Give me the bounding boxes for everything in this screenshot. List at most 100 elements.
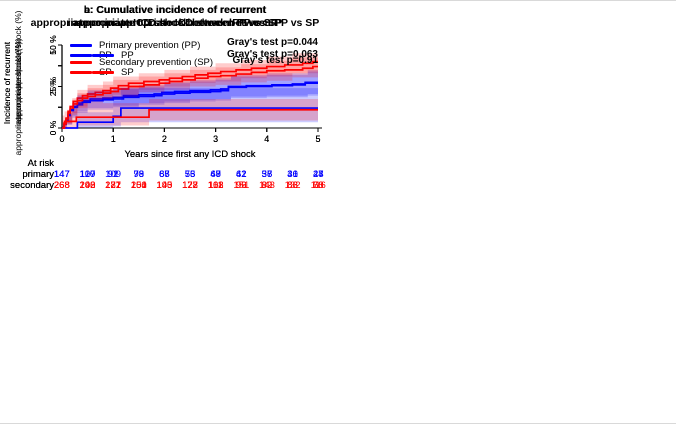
at-risk-row-label: primary	[22, 169, 54, 180]
legend-label-sp: Secondary prevention (SP)	[99, 57, 214, 68]
at-risk-count: 99	[236, 180, 247, 191]
x-tick-label: 5	[315, 134, 320, 144]
at-risk-count: 27	[312, 169, 324, 180]
panel-title-line1: b: Cumulative incidence of recurrent	[83, 4, 267, 16]
at-risk-count: 177	[105, 180, 122, 191]
at-risk-counts-primary: 147 127 109 93 85 73 67 62 56 46 44	[49, 169, 331, 180]
at-risk-count: 30	[287, 169, 298, 180]
at-risk-count: 145	[156, 180, 173, 191]
at-risk-counts-secondary: 268 198 177 150 140 122 108 96 89 83 68	[49, 180, 331, 191]
at-risk-row-secondary: secondary 268 198 177 150 140 122 108 96 89 83 68	[0, 180, 338, 191]
y-tick-label: 0 %	[48, 120, 58, 135]
at-risk-count: 37	[261, 169, 273, 180]
at-risk-count: 85	[159, 169, 170, 180]
at-risk-row-label: primary	[22, 169, 54, 180]
y-tick-label: 0 %	[48, 120, 58, 135]
at-risk-row-primary: primary 147 109 91 78 67 55 48 41 37 30 27	[0, 169, 338, 180]
at-risk-count: 222	[105, 180, 122, 191]
at-risk-count: 108	[207, 180, 224, 191]
at-risk-count: 193	[156, 180, 173, 191]
at-risk-count: 109	[105, 169, 122, 180]
at-risk-count: 147	[53, 169, 70, 180]
gray-test-pvalue: Gray's test p=0.063	[226, 49, 318, 60]
x-tick-label: 0	[59, 134, 64, 144]
y-axis-label-line2: inappropriate shock (%)	[13, 38, 24, 128]
at-risk-count: 116	[310, 180, 326, 191]
at-risk-count: 70	[312, 180, 324, 191]
x-tick-label: 4	[264, 134, 269, 144]
sp-curve	[62, 108, 318, 129]
cumulative-incidence-plot: 0 % 5 % 10 % 0 1 2 3 4 5	[48, 35, 322, 144]
at-risk-header: At risk	[27, 158, 54, 169]
y-axis-label: Incidence of recurrent inappropriate sho…	[2, 8, 26, 158]
pp-line-swatch	[92, 54, 114, 57]
at-risk-count: 67	[159, 169, 170, 180]
at-risk-count: 147	[53, 169, 70, 180]
y-tick-label: 0 %	[48, 120, 58, 135]
y-tick-label: 25 %	[48, 76, 58, 96]
x-tick-label: 4	[264, 134, 269, 144]
at-risk-count: 240	[79, 180, 96, 191]
at-risk-count: 56	[261, 169, 273, 180]
at-risk-count: 127	[79, 169, 96, 180]
at-risk-count: 46	[287, 169, 298, 180]
x-tick-label: 2	[162, 134, 167, 144]
x-tick-label: 5	[315, 134, 320, 144]
at-risk-count: 109	[79, 169, 96, 180]
x-tick-label: 4	[264, 134, 269, 144]
panel-title-line2: appropriate ICD shock between PP vs SP	[72, 16, 278, 29]
at-risk-row-secondary: secondary 268 240 222 201 193 178 162 151 143 132…	[0, 180, 338, 191]
at-risk-counts-primary: 147 110 92 79 68 56 49 42 38 31 28	[49, 169, 331, 180]
panel-title-line2: inappropriate ICD shock between PP vs SP	[67, 16, 283, 29]
at-risk-count: 178	[182, 180, 198, 191]
at-risk-row-label: secondary	[10, 180, 54, 191]
panel-title-line1: a: Cumulative incidence of recurrent	[83, 4, 267, 16]
panel-c: c: Cumulative incidence of recurrent ina…	[0, 1, 338, 213]
at-risk-count: 151	[233, 180, 250, 191]
panel-title-line1: c: Cumulative incidence of recurrent	[83, 4, 267, 16]
panel-title: b: Cumulative incidence of recurrent app…	[25, 4, 325, 29]
at-risk-count: 83	[287, 180, 298, 191]
x-tick-label: 0	[59, 134, 64, 144]
at-risk-counts-secondary: 268 202 181 154 145 127 111 99 92 86 70	[49, 180, 331, 191]
at-risk-count: 143	[259, 180, 275, 191]
sp-curve	[62, 65, 318, 129]
at-risk-count: 268	[53, 180, 70, 191]
sp-confidence-band	[62, 51, 318, 128]
x-tick-label: 1	[111, 134, 116, 144]
at-risk-count: 68	[312, 180, 324, 191]
x-tick-label: 3	[213, 134, 218, 144]
x-tick-label: 3	[213, 134, 218, 144]
at-risk-count: 92	[107, 169, 119, 180]
at-risk-row-secondary: secondary 268 202 181 154 145 127 111 99 92 86 70	[0, 180, 338, 191]
x-tick-label: 1	[111, 134, 116, 144]
x-tick-label: 3	[213, 134, 218, 144]
at-risk-count: 86	[287, 180, 298, 191]
y-tick-label: 5 %	[48, 79, 58, 94]
at-risk-count: 127	[182, 180, 198, 191]
x-tick-label: 1	[111, 134, 116, 144]
at-risk-count: 147	[53, 169, 70, 180]
at-risk-count: 122	[182, 180, 198, 191]
legend-label-pp: PP	[121, 50, 134, 61]
at-risk-count: 92	[261, 180, 273, 191]
at-risk-count: 48	[210, 169, 221, 180]
at-risk-count: 110	[79, 169, 96, 180]
y-axis-label-line1: Incidence of recurrent	[2, 41, 12, 125]
sp-confidence-band	[62, 55, 318, 128]
y-tick-label: 50 %	[48, 35, 58, 55]
at-risk-row-label: secondary	[10, 180, 54, 191]
legend: Primary prevention (PP) Secondary preven…	[70, 39, 213, 69]
at-risk-count: 91	[107, 169, 119, 180]
at-risk-count: 268	[53, 180, 70, 191]
at-risk-count: 41	[236, 169, 247, 180]
x-axis-label: Years since first any ICD shock	[124, 149, 256, 160]
at-risk-count: 111	[208, 180, 223, 191]
legend-item-sp: SP	[92, 66, 134, 79]
sp-line-swatch	[92, 71, 114, 74]
y-tick-label: 25 %	[48, 76, 58, 96]
pp-curve	[62, 107, 318, 129]
at-risk-count: 181	[105, 180, 122, 191]
pp-line-swatch	[70, 54, 92, 57]
